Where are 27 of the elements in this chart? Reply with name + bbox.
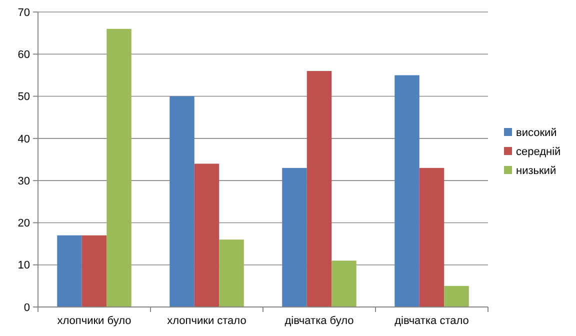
bar bbox=[106, 28, 132, 307]
y-tick-label: 30 bbox=[18, 175, 30, 188]
x-tick-label: дівчатка було bbox=[284, 315, 354, 327]
bar bbox=[219, 240, 244, 307]
legend-label: низький bbox=[516, 164, 556, 177]
bar bbox=[394, 75, 420, 307]
x-tick-label: дівчатка стало bbox=[394, 315, 469, 327]
bar bbox=[332, 260, 356, 307]
bar bbox=[419, 168, 444, 307]
y-tick-label: 60 bbox=[18, 48, 30, 61]
x-tick-label: хлопчики стало bbox=[167, 315, 246, 327]
bar bbox=[82, 235, 107, 307]
bar bbox=[57, 235, 82, 307]
y-tick-label: 40 bbox=[18, 133, 30, 146]
y-tick-label: 0 bbox=[24, 302, 30, 314]
bar bbox=[282, 168, 307, 307]
bar bbox=[306, 71, 332, 307]
bar bbox=[444, 286, 469, 307]
y-tick-label: 20 bbox=[18, 218, 30, 230]
bar bbox=[194, 164, 220, 307]
legend-label: високий bbox=[516, 126, 557, 139]
x-tick-label: хлопчики було bbox=[57, 315, 132, 327]
y-tick-label: 50 bbox=[18, 91, 30, 104]
bar bbox=[170, 96, 194, 307]
y-tick-label: 10 bbox=[18, 260, 30, 272]
y-tick-label: 70 bbox=[18, 6, 30, 19]
legend-label: середній bbox=[516, 146, 561, 158]
